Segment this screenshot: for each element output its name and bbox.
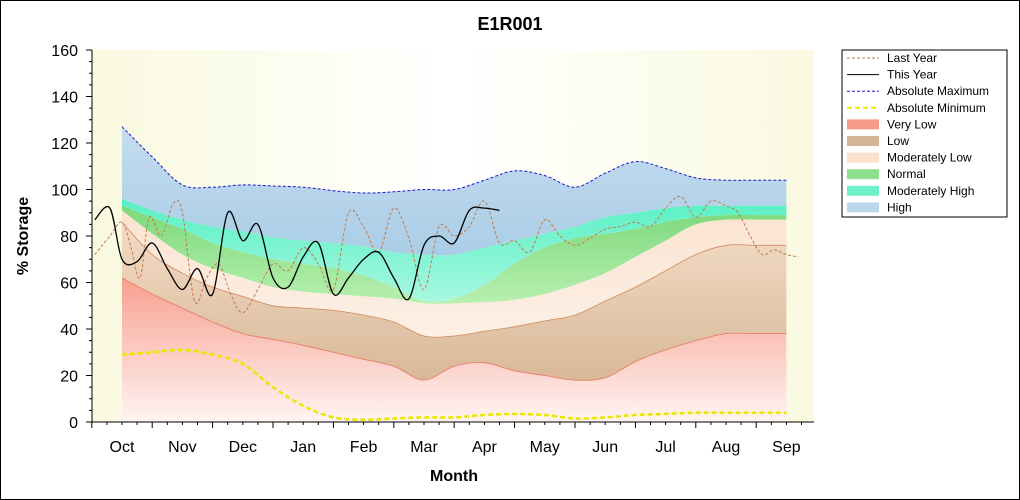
x-tick-label: Jan (290, 439, 316, 456)
band-low-edge (121, 221, 787, 338)
legend-swatch (847, 152, 879, 163)
y-tick-label: 40 (60, 322, 78, 339)
y-tick-label: 100 (51, 183, 78, 200)
this-year-line (94, 205, 500, 301)
band-high (122, 126, 787, 256)
band-very-low (122, 277, 787, 422)
y-tick-label: 120 (51, 136, 78, 153)
legend-label: Moderately High (887, 184, 974, 198)
x-tick-label: Dec (229, 439, 257, 456)
x-axis-title: Month (430, 468, 478, 485)
x-tick-label: Oct (110, 439, 135, 456)
axes-layer: 0 20 40 60 80 100 120 140 160 Oct Nov Dec Jan Feb Mar A… (51, 43, 814, 456)
y-tick-label: 160 (51, 43, 78, 60)
chart-title: E1R001 (477, 14, 542, 34)
band-low (122, 222, 787, 381)
absolute-minimum-line (121, 348, 787, 421)
legend-swatch (847, 202, 879, 213)
legend-label: Normal (887, 167, 926, 181)
legend-swatch (847, 136, 879, 146)
legend-label: Very Low (887, 117, 937, 131)
band-moderately-low (122, 210, 787, 338)
band-moderately-high (122, 198, 787, 302)
x-tick-label: Jul (655, 439, 675, 456)
band-very-low-edge (121, 277, 787, 381)
x-tick-label: Sep (772, 439, 801, 456)
legend-label: High (887, 200, 912, 214)
y-tick-label: 140 (51, 90, 78, 107)
legend-swatch (847, 169, 879, 180)
legend-label: Last Year (887, 51, 937, 65)
band-normal (122, 205, 787, 304)
legend-swatch (847, 119, 879, 130)
series-layer (94, 195, 799, 314)
y-tick-label: 20 (60, 369, 78, 386)
legend-label: Absolute Maximum (887, 84, 989, 98)
y-axis-title: % Storage (15, 197, 32, 275)
chart-legend: Last Year This Year Absolute Maximum Absolu… (841, 49, 1008, 218)
x-tick-label: Apr (472, 439, 498, 456)
y-tick-label: 0 (69, 415, 78, 432)
band-layer (121, 126, 787, 422)
x-tick-label: Feb (350, 439, 378, 456)
y-tick-label: 80 (60, 229, 78, 246)
x-tick-label: Jun (592, 439, 618, 456)
x-tick-label: Nov (168, 439, 196, 456)
legend-label: Absolute Minimum (887, 101, 986, 115)
y-tick-label: 60 (60, 276, 78, 293)
absolute-maximum-line (121, 126, 787, 194)
x-tick-label: Aug (712, 439, 740, 456)
x-tick-label: Mar (410, 439, 438, 456)
x-tick-label: May (530, 439, 560, 456)
last-year-line (94, 195, 799, 314)
legend-swatch (847, 185, 879, 196)
legend-label: Moderately Low (887, 151, 972, 165)
legend-label: This Year (887, 68, 937, 82)
legend-label: Low (887, 134, 909, 148)
